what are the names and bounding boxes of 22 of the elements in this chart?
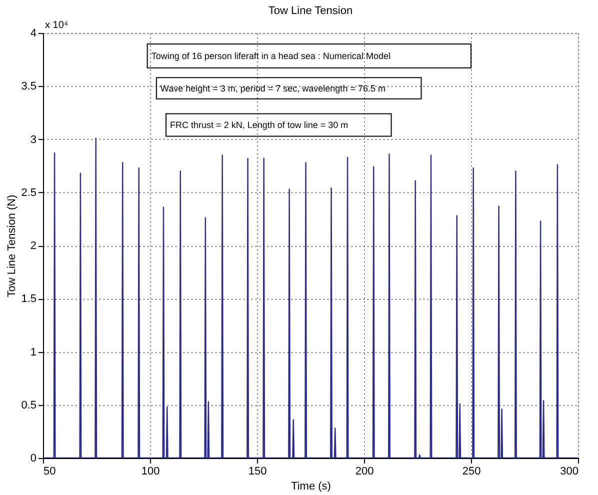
x-tick-label: 300 bbox=[560, 466, 578, 478]
y-tick-label: 2.5 bbox=[21, 186, 36, 199]
x-tick-label: 200 bbox=[355, 466, 374, 478]
annotation: Wave height = 3 m, period = 7 sec, wavelength = 76.5 m bbox=[160, 83, 386, 94]
y-tick-label: 1 bbox=[30, 346, 36, 358]
y-tick-label: 0.5 bbox=[21, 399, 36, 412]
x-tick-label: 250 bbox=[462, 466, 481, 478]
y-axis-title: Tow Line Tension (N) bbox=[6, 194, 18, 298]
y-tick-label: 1.5 bbox=[21, 293, 36, 306]
y-tick-label: 2 bbox=[30, 240, 36, 252]
x-axis-title: Time (s) bbox=[291, 480, 331, 492]
y-tick-label: 3 bbox=[30, 134, 36, 146]
annotation: FRC thrust = 2 kN, Length of tow line = 30 m bbox=[170, 120, 348, 130]
x-tick-label: 50 bbox=[44, 466, 56, 478]
x-tick-label: 150 bbox=[248, 466, 267, 478]
x-tick-label: 100 bbox=[141, 466, 160, 478]
y-tick-label: 0 bbox=[30, 452, 36, 464]
y-tick-label: 4 bbox=[30, 28, 36, 40]
text: x 10⁴ bbox=[45, 20, 68, 31]
chart-title: Tow Line Tension bbox=[268, 5, 353, 17]
annotation: Towing of 16 person liferaft in a head sea : Numerical Model bbox=[151, 50, 390, 61]
y-tick-label: 3.5 bbox=[21, 80, 36, 93]
